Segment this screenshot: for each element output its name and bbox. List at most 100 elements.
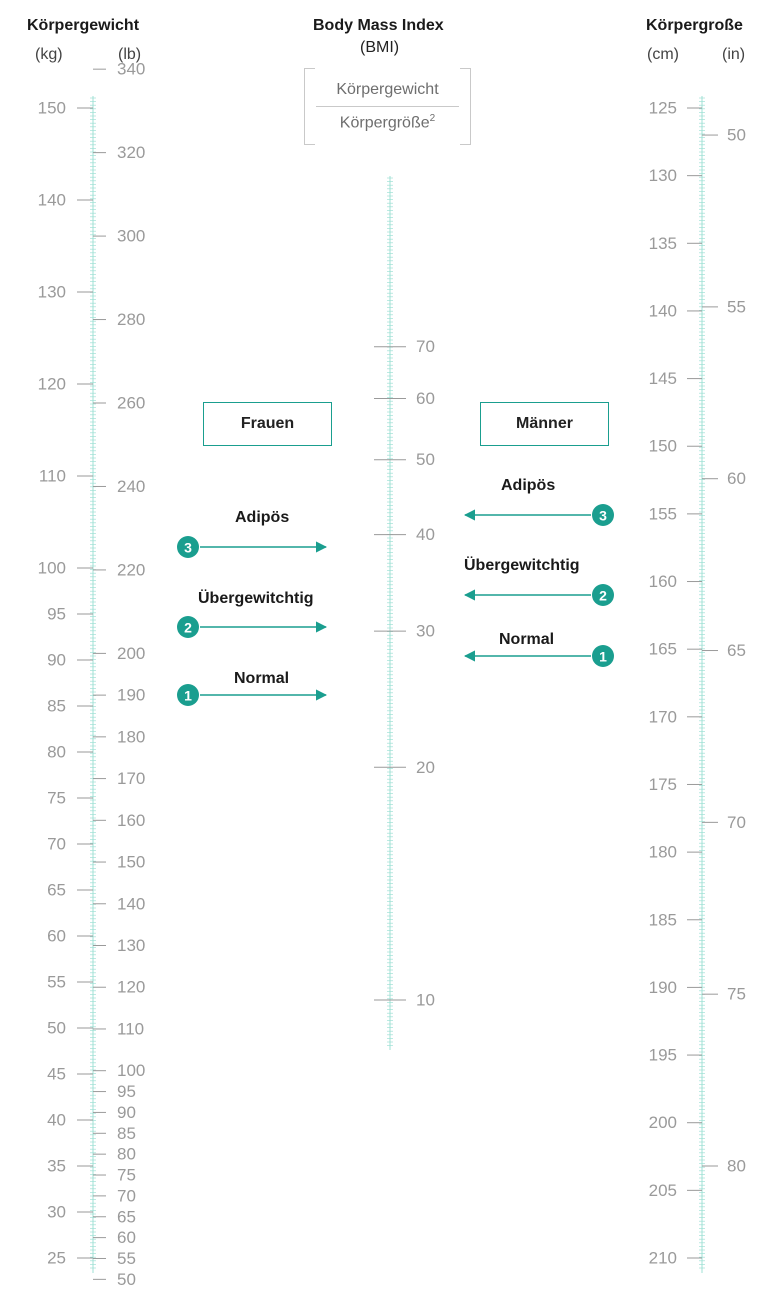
women-badge-3-number: 3: [184, 540, 192, 556]
bmi-tick-label: 60: [416, 389, 435, 408]
lb-tick-label: 190: [117, 686, 145, 705]
cm-tick-label: 130: [649, 166, 677, 185]
kg-tick-label: 50: [47, 1019, 66, 1038]
bmi-formula: Körpergewicht Körpergröße2: [304, 68, 471, 145]
in-tick-label: 65: [727, 641, 746, 660]
cm-tick-label: 195: [649, 1046, 677, 1065]
in-tick-label: 55: [727, 297, 746, 316]
bmi-tick-label: 40: [416, 525, 435, 544]
men-box: Männer: [480, 402, 609, 446]
lb-tick-label: 50: [117, 1270, 136, 1289]
lb-tick-label: 95: [117, 1082, 136, 1101]
bmi-tick-label: 70: [416, 337, 435, 356]
in-tick-label: 60: [727, 469, 746, 488]
kg-tick-label: 25: [47, 1249, 66, 1268]
lb-tick-label: 340: [117, 60, 145, 79]
kg-tick-label: 80: [47, 743, 66, 762]
lb-tick-label: 75: [117, 1166, 136, 1185]
in-unit-label: (in): [722, 46, 746, 63]
lb-tick-label: 130: [117, 936, 145, 955]
height-scale: 125 130 135 140 145 150 155 160 165 170 175 180 185 1…: [649, 96, 746, 1273]
cm-tick-label: 200: [649, 1113, 677, 1132]
bmi-tick-label: 30: [416, 622, 435, 641]
cm-tick-label: 185: [649, 910, 677, 929]
lb-tick-label: 240: [117, 477, 145, 496]
lb-tick-label: 120: [117, 978, 145, 997]
formula-numerator: Körpergewicht: [336, 81, 439, 98]
women-badge-3: [177, 536, 199, 558]
in-tick-label: 50: [727, 126, 746, 145]
lb-tick-label: 160: [117, 811, 145, 830]
weight-title: Körpergewicht: [27, 17, 140, 34]
men-badge-3: [592, 504, 614, 526]
formula-bracket-right: [460, 68, 471, 145]
cm-tick-label: 180: [649, 843, 677, 862]
kg-tick-label: 45: [47, 1065, 66, 1084]
lb-tick-label: 260: [117, 394, 145, 413]
bmi-title: Body Mass Index: [313, 17, 444, 34]
formula-denominator: Körpergröße2: [304, 113, 471, 132]
men-category-normal-label: Normal: [499, 631, 555, 648]
bmi-scale: 70 60 50 40 30 20 10: [374, 176, 435, 1050]
category-arrows: 3 2 1 3 2 1: [177, 504, 614, 706]
in-tick-label: 70: [727, 813, 746, 832]
bmi-subtitle: (BMI): [360, 39, 400, 56]
women-badge-2: [177, 616, 199, 638]
lb-tick-label: 110: [117, 1019, 144, 1038]
kg-tick-label: 55: [47, 973, 66, 992]
lb-tick-label: 85: [117, 1124, 136, 1143]
women-badge-1: [177, 684, 199, 706]
lb-tick-label: 200: [117, 644, 145, 663]
kg-tick-label: 90: [47, 651, 66, 670]
kg-tick-label: 40: [47, 1111, 66, 1130]
cm-tick-label: 135: [649, 234, 677, 253]
cm-tick-label: 165: [649, 640, 677, 659]
lb-tick-label: 320: [117, 143, 145, 162]
men-badge-2: [592, 584, 614, 606]
kg-tick-label: 110: [39, 467, 66, 486]
women-category-overweight-label: Übergewitchtig: [198, 590, 314, 607]
kg-tick-label: 120: [38, 375, 66, 394]
lb-tick-label: 180: [117, 727, 145, 746]
in-tick-label: 80: [727, 1157, 746, 1176]
lb-tick-label: 140: [117, 894, 145, 913]
formula-bracket-left: [304, 68, 315, 145]
height-title: Körpergroße: [646, 17, 743, 34]
women-badge-1-number: 1: [184, 688, 192, 704]
lb-tick-label: 80: [117, 1145, 136, 1164]
men-badge-3-number: 3: [599, 508, 607, 524]
kg-tick-label: 130: [38, 283, 66, 302]
cm-tick-label: 170: [649, 707, 677, 726]
kg-tick-label: 100: [38, 559, 66, 578]
kg-tick-label: 35: [47, 1157, 66, 1176]
women-box: Frauen: [203, 402, 332, 446]
kg-unit-label: (kg): [35, 46, 63, 63]
women-badge-2-number: 2: [184, 620, 192, 636]
men-category-overweight-label: Übergewitchtig: [464, 557, 580, 574]
in-tick-label: 75: [727, 985, 746, 1004]
bmi-tick-label: 20: [416, 758, 435, 777]
women-category-obese-label: Adipös: [235, 509, 290, 526]
men-badge-1-number: 1: [599, 649, 607, 665]
lb-tick-label: 55: [117, 1249, 136, 1268]
kg-tick-label: 85: [47, 697, 66, 716]
formula-denominator-text: Körpergröße: [339, 114, 430, 132]
bmi-tick-label: 10: [416, 991, 435, 1010]
lb-tick-label: 150: [117, 853, 145, 872]
kg-tick-label: 150: [38, 99, 66, 118]
kg-tick-label: 60: [47, 927, 66, 946]
cm-tick-label: 140: [649, 301, 677, 320]
kg-tick-label: 95: [47, 605, 66, 624]
lb-tick-label: 300: [117, 227, 145, 246]
kg-tick-label: 70: [47, 835, 66, 854]
cm-tick-label: 155: [649, 504, 677, 523]
lb-tick-label: 70: [117, 1186, 136, 1205]
lb-tick-label: 60: [117, 1228, 136, 1247]
kg-tick-label: 30: [47, 1203, 66, 1222]
cm-tick-label: 210: [649, 1249, 677, 1268]
cm-tick-label: 145: [649, 369, 677, 388]
cm-unit-label: (cm): [647, 46, 679, 63]
lb-tick-label: 220: [117, 560, 145, 579]
cm-tick-label: 160: [649, 572, 677, 591]
